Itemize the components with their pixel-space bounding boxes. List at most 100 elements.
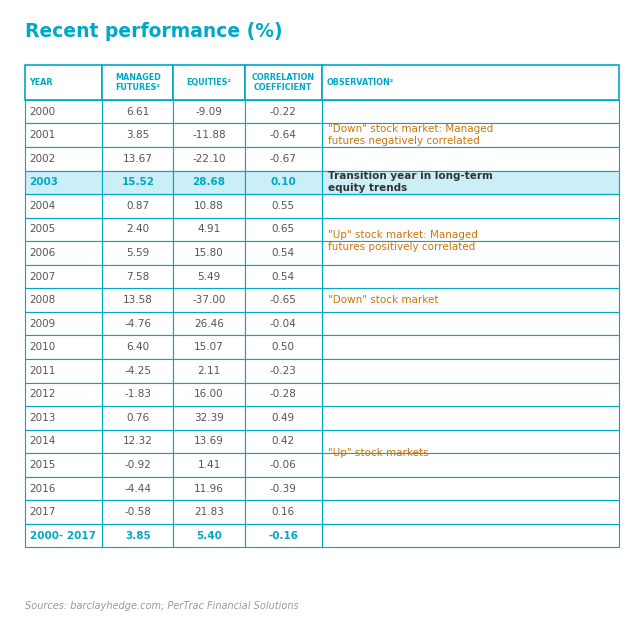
- Text: 0.42: 0.42: [272, 436, 295, 446]
- Polygon shape: [322, 477, 619, 500]
- Text: 2000: 2000: [30, 107, 56, 117]
- Polygon shape: [102, 123, 173, 147]
- Text: 13.69: 13.69: [194, 436, 224, 446]
- Polygon shape: [245, 170, 322, 194]
- Polygon shape: [322, 383, 619, 406]
- Text: 13.67: 13.67: [123, 154, 153, 164]
- Text: 0.49: 0.49: [272, 413, 295, 423]
- Polygon shape: [245, 123, 322, 147]
- Polygon shape: [173, 312, 245, 335]
- Text: -0.92: -0.92: [124, 460, 151, 470]
- Text: 15.52: 15.52: [121, 177, 154, 187]
- Text: 12.32: 12.32: [123, 436, 153, 446]
- Polygon shape: [322, 100, 619, 123]
- Text: -0.04: -0.04: [270, 319, 296, 329]
- Text: MANAGED
FUTURES²: MANAGED FUTURES²: [115, 73, 161, 92]
- Polygon shape: [322, 194, 619, 218]
- Text: 26.46: 26.46: [194, 319, 224, 329]
- Polygon shape: [173, 335, 245, 359]
- Polygon shape: [173, 170, 245, 194]
- Text: -0.23: -0.23: [270, 366, 296, 376]
- Polygon shape: [25, 265, 102, 288]
- Polygon shape: [245, 359, 322, 383]
- Polygon shape: [245, 524, 322, 547]
- Polygon shape: [102, 453, 173, 477]
- Text: 15.07: 15.07: [194, 342, 224, 352]
- Polygon shape: [245, 65, 322, 100]
- Polygon shape: [322, 335, 619, 359]
- Polygon shape: [25, 453, 102, 477]
- Text: 0.54: 0.54: [272, 248, 295, 258]
- Polygon shape: [173, 500, 245, 524]
- Text: -0.67: -0.67: [270, 154, 296, 164]
- Polygon shape: [102, 65, 173, 100]
- Polygon shape: [25, 359, 102, 383]
- Text: 4.91: 4.91: [197, 224, 220, 234]
- Text: 0.16: 0.16: [272, 507, 295, 517]
- Text: 5.49: 5.49: [197, 272, 220, 281]
- Polygon shape: [102, 430, 173, 453]
- Text: 2015: 2015: [30, 460, 56, 470]
- Polygon shape: [102, 477, 173, 500]
- Text: 2016: 2016: [30, 484, 56, 494]
- Polygon shape: [322, 312, 619, 335]
- Polygon shape: [173, 194, 245, 218]
- Polygon shape: [173, 406, 245, 430]
- Text: -0.06: -0.06: [270, 460, 296, 470]
- Polygon shape: [102, 500, 173, 524]
- Polygon shape: [102, 335, 173, 359]
- Text: 2010: 2010: [30, 342, 56, 352]
- Polygon shape: [173, 477, 245, 500]
- Text: 10.88: 10.88: [194, 201, 224, 211]
- Text: 1.41: 1.41: [197, 460, 220, 470]
- Text: CORRELATION
COEFFICIENT: CORRELATION COEFFICIENT: [252, 73, 315, 92]
- Polygon shape: [25, 123, 102, 147]
- Polygon shape: [102, 359, 173, 383]
- Polygon shape: [25, 170, 102, 194]
- Polygon shape: [245, 312, 322, 335]
- Text: 0.54: 0.54: [272, 272, 295, 281]
- Text: 0.50: 0.50: [272, 342, 295, 352]
- Polygon shape: [25, 65, 102, 100]
- Polygon shape: [25, 524, 102, 547]
- Text: 2002: 2002: [30, 154, 56, 164]
- Polygon shape: [245, 147, 322, 171]
- Polygon shape: [245, 288, 322, 312]
- Text: -0.22: -0.22: [270, 107, 296, 117]
- Polygon shape: [245, 477, 322, 500]
- Text: 2.40: 2.40: [126, 224, 149, 234]
- Polygon shape: [245, 430, 322, 453]
- Text: -0.64: -0.64: [270, 130, 296, 140]
- Polygon shape: [173, 453, 245, 477]
- Text: 2013: 2013: [30, 413, 56, 423]
- Polygon shape: [245, 265, 322, 288]
- Text: 2014: 2014: [30, 436, 56, 446]
- Polygon shape: [245, 453, 322, 477]
- Text: 2004: 2004: [30, 201, 56, 211]
- Polygon shape: [173, 265, 245, 288]
- Polygon shape: [245, 218, 322, 241]
- Polygon shape: [322, 123, 619, 147]
- Polygon shape: [102, 100, 173, 123]
- Text: 3.85: 3.85: [125, 531, 151, 541]
- Polygon shape: [25, 430, 102, 453]
- Polygon shape: [173, 430, 245, 453]
- Text: 2006: 2006: [30, 248, 56, 258]
- Polygon shape: [25, 241, 102, 265]
- Polygon shape: [25, 100, 102, 123]
- Text: 3.85: 3.85: [126, 130, 149, 140]
- Text: "Up" stock markets: "Up" stock markets: [328, 448, 428, 458]
- Polygon shape: [102, 218, 173, 241]
- Text: OBSERVATION²: OBSERVATION²: [327, 78, 394, 87]
- Polygon shape: [245, 383, 322, 406]
- Text: 13.58: 13.58: [123, 295, 153, 305]
- Polygon shape: [25, 383, 102, 406]
- Text: -0.58: -0.58: [124, 507, 151, 517]
- Polygon shape: [322, 406, 619, 430]
- Polygon shape: [322, 170, 619, 194]
- Text: 16.00: 16.00: [194, 389, 224, 399]
- Text: -9.09: -9.09: [196, 107, 222, 117]
- Polygon shape: [322, 218, 619, 241]
- Text: 2003: 2003: [30, 177, 58, 187]
- Text: -37.00: -37.00: [192, 295, 226, 305]
